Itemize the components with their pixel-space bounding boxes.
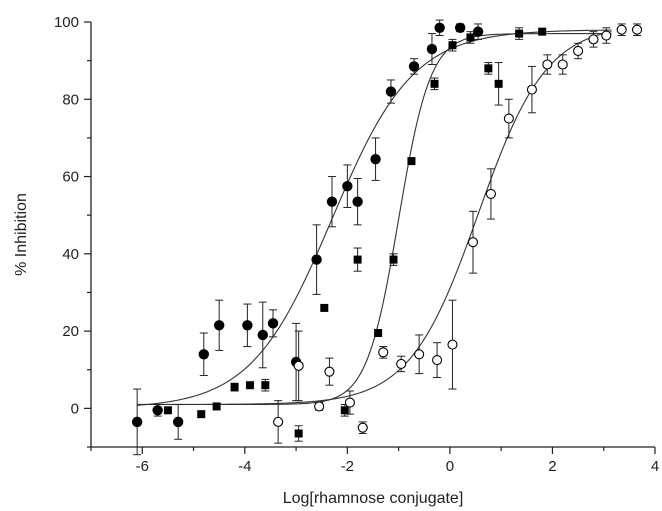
data-point bbox=[485, 188, 496, 199]
data-point bbox=[352, 196, 363, 207]
data-point bbox=[267, 318, 279, 329]
x-tick-label: 0 bbox=[446, 458, 454, 475]
data-point bbox=[261, 381, 270, 390]
data-point bbox=[294, 429, 303, 438]
data-point bbox=[245, 381, 254, 390]
data-point bbox=[484, 64, 493, 73]
data-point bbox=[414, 349, 425, 360]
data-point bbox=[163, 406, 172, 415]
y-tick-label: 20 bbox=[62, 323, 79, 340]
data-point bbox=[357, 422, 368, 433]
x-tick-label: 4 bbox=[651, 458, 659, 475]
y-tick-label: 0 bbox=[71, 400, 79, 417]
data-point bbox=[197, 410, 206, 419]
data-point bbox=[311, 254, 322, 265]
y-tick-label: 80 bbox=[62, 91, 79, 108]
y-tick-label: 100 bbox=[54, 14, 79, 31]
data-point bbox=[374, 329, 383, 338]
data-point bbox=[320, 303, 329, 312]
data-point bbox=[340, 406, 349, 415]
data-point bbox=[632, 24, 643, 35]
data-point bbox=[314, 401, 325, 412]
data-point bbox=[526, 84, 537, 95]
data-point bbox=[447, 339, 458, 350]
data-point bbox=[324, 366, 335, 377]
data-point bbox=[152, 405, 163, 416]
data-point bbox=[466, 33, 475, 42]
data-point bbox=[538, 27, 547, 36]
data-point bbox=[467, 237, 479, 248]
data-point bbox=[353, 255, 362, 264]
data-point bbox=[293, 360, 304, 371]
data-point bbox=[542, 59, 553, 70]
data-point bbox=[213, 320, 225, 331]
data-point bbox=[342, 181, 353, 192]
data-point bbox=[616, 24, 627, 35]
data-point bbox=[378, 347, 389, 358]
data-point bbox=[407, 157, 416, 166]
data-point bbox=[601, 30, 612, 41]
data-point bbox=[434, 22, 445, 33]
series-3 bbox=[273, 23, 643, 444]
x-tick-label: -2 bbox=[341, 458, 354, 475]
x-axis-title: Log[rhamnose conjugate] bbox=[283, 490, 464, 507]
data-point bbox=[273, 416, 284, 427]
data-point bbox=[131, 416, 143, 428]
data-point bbox=[257, 329, 268, 341]
data-markers bbox=[131, 19, 643, 456]
data-point bbox=[426, 43, 438, 55]
x-tick-label: -6 bbox=[136, 458, 149, 475]
data-point bbox=[588, 34, 599, 45]
data-point bbox=[432, 355, 443, 366]
data-point bbox=[494, 79, 503, 88]
data-point bbox=[212, 402, 221, 411]
data-point bbox=[573, 45, 584, 57]
data-point bbox=[242, 320, 253, 331]
data-point bbox=[408, 61, 420, 72]
data-point bbox=[198, 349, 209, 360]
fit-curve-1 bbox=[137, 29, 612, 406]
data-point bbox=[515, 29, 524, 38]
data-point bbox=[472, 26, 484, 37]
data-point bbox=[430, 79, 439, 88]
data-point bbox=[370, 153, 381, 165]
data-point bbox=[448, 41, 457, 50]
data-point bbox=[389, 255, 398, 264]
data-point bbox=[326, 196, 338, 207]
y-tick-label: 40 bbox=[62, 246, 79, 263]
series-2 bbox=[163, 27, 547, 442]
fit-curve-2 bbox=[137, 33, 612, 406]
data-point bbox=[385, 86, 397, 97]
data-point bbox=[454, 22, 466, 33]
data-point bbox=[503, 113, 514, 124]
data-point bbox=[172, 416, 184, 428]
fit-curves bbox=[137, 29, 612, 406]
x-tick-label: 2 bbox=[548, 458, 556, 475]
data-point bbox=[557, 59, 568, 70]
y-tick-label: 60 bbox=[62, 169, 79, 186]
data-point bbox=[230, 383, 239, 392]
fit-curve-3 bbox=[137, 31, 612, 406]
data-point bbox=[396, 358, 407, 369]
x-tick-label: -4 bbox=[238, 458, 251, 475]
y-axis-title: % Inhibition bbox=[13, 193, 30, 276]
data-point bbox=[344, 397, 355, 408]
